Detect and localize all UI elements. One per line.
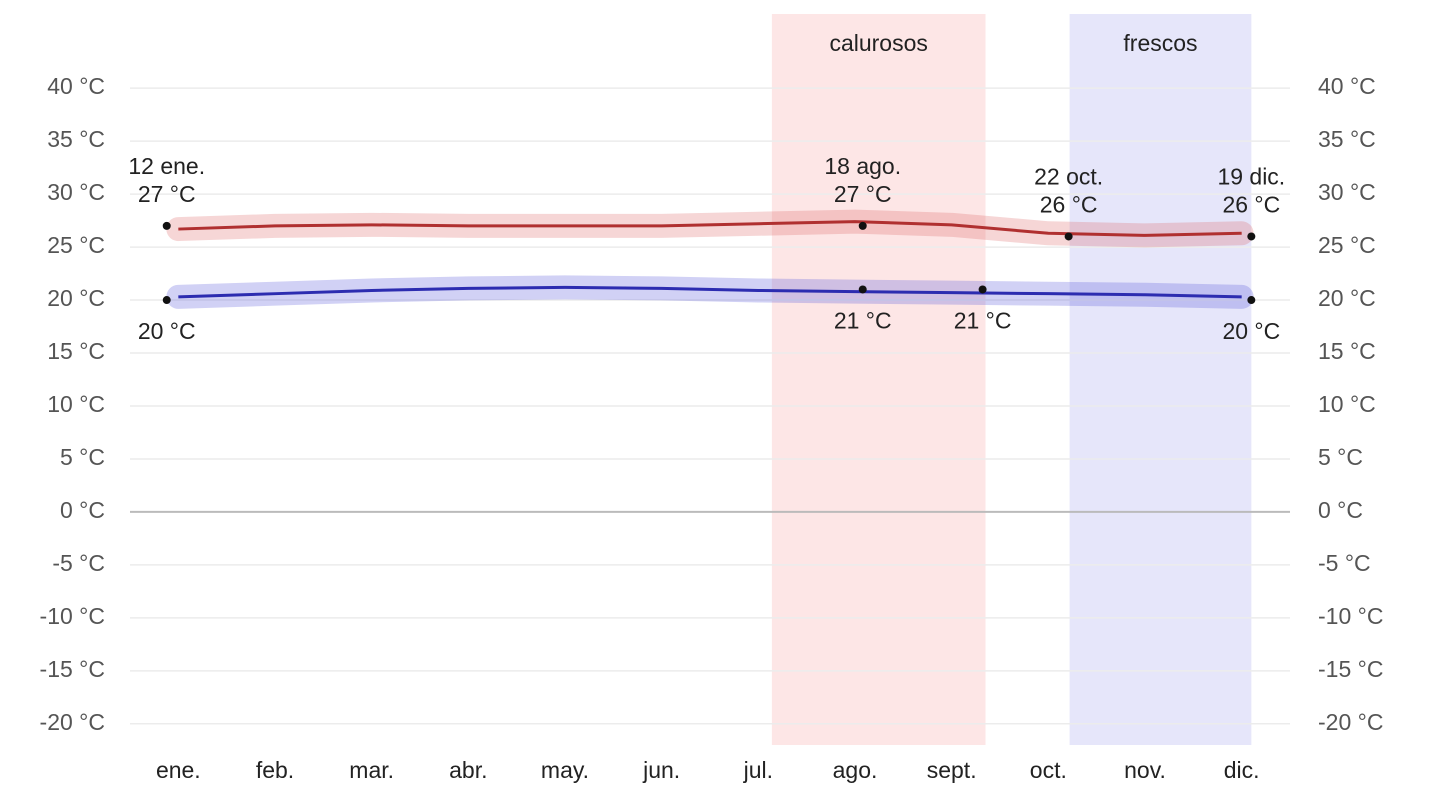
season-label: frescos (1123, 30, 1197, 56)
x-tick-label: ago. (833, 757, 878, 783)
x-tick-label: jun. (642, 757, 680, 783)
point-value-label: 26 °C (1040, 192, 1098, 218)
y-tick-label: 30 °C (47, 179, 105, 205)
series-line (178, 220, 1242, 237)
point-marker (858, 285, 867, 294)
y-tick-label: -20 °C (40, 709, 105, 735)
x-tick-label: ene. (156, 757, 201, 783)
point-value-label: 26 °C (1222, 192, 1280, 218)
y-tick-label: 0 °C (60, 497, 105, 523)
season-region (771, 14, 986, 745)
point-marker (1064, 232, 1073, 241)
x-tick-label: may. (541, 757, 589, 783)
y-tick-label: -15 °C (40, 656, 105, 682)
point-date: 12 ene. (128, 153, 205, 179)
point-value-label: 27 °C (834, 181, 892, 207)
point-value-label: 20 °C (1222, 318, 1280, 344)
point-value-label: 21 °C (954, 308, 1012, 334)
y-tick-label: 10 °C (47, 391, 105, 417)
x-tick-label: abr. (449, 757, 487, 783)
y-tick-label: 20 °C (47, 285, 105, 311)
point-date: 22 oct. (1034, 164, 1103, 190)
point-marker (1247, 296, 1256, 305)
y-tick-label: 40 °C (47, 73, 105, 99)
y2-tick-label: 10 °C (1318, 391, 1376, 417)
x-tick-label: jul. (743, 757, 773, 783)
y2-tick-label: 35 °C (1318, 126, 1376, 152)
series-line (178, 285, 1242, 299)
x-tick-label: dic. (1224, 757, 1260, 783)
season-label: calurosos (829, 30, 927, 56)
y2-tick-label: -5 °C (1318, 550, 1371, 576)
point-marker (1247, 232, 1256, 241)
y-tick-label: -5 °C (52, 550, 105, 576)
point-marker (162, 221, 171, 230)
y-tick-label: 35 °C (47, 126, 105, 152)
point-date: 18 ago. (824, 153, 901, 179)
point-value-label: 21 °C (834, 308, 892, 334)
y2-tick-label: 30 °C (1318, 179, 1376, 205)
point-marker (162, 296, 171, 305)
y2-tick-label: 15 °C (1318, 338, 1376, 364)
x-tick-label: oct. (1030, 757, 1067, 783)
y2-tick-label: -15 °C (1318, 656, 1383, 682)
x-tick-label: mar. (349, 757, 394, 783)
y2-tick-label: -10 °C (1318, 603, 1383, 629)
season-region (1069, 14, 1252, 745)
y2-tick-label: 0 °C (1318, 497, 1363, 523)
point-marker (858, 221, 867, 230)
x-tick-label: sept. (927, 757, 977, 783)
point-date: 19 dic. (1217, 164, 1285, 190)
x-tick-label: feb. (256, 757, 294, 783)
y-tick-label: 15 °C (47, 338, 105, 364)
y2-tick-label: 5 °C (1318, 444, 1363, 470)
y2-tick-label: 25 °C (1318, 232, 1376, 258)
y-tick-label: 25 °C (47, 232, 105, 258)
y-tick-label: 5 °C (60, 444, 105, 470)
point-value-label: 27 °C (138, 181, 196, 207)
y2-tick-label: 20 °C (1318, 285, 1376, 311)
y-tick-label: -10 °C (40, 603, 105, 629)
y2-tick-label: 40 °C (1318, 73, 1376, 99)
x-tick-label: nov. (1124, 757, 1166, 783)
y2-tick-label: -20 °C (1318, 709, 1383, 735)
point-value-label: 20 °C (138, 318, 196, 344)
point-marker (978, 285, 987, 294)
